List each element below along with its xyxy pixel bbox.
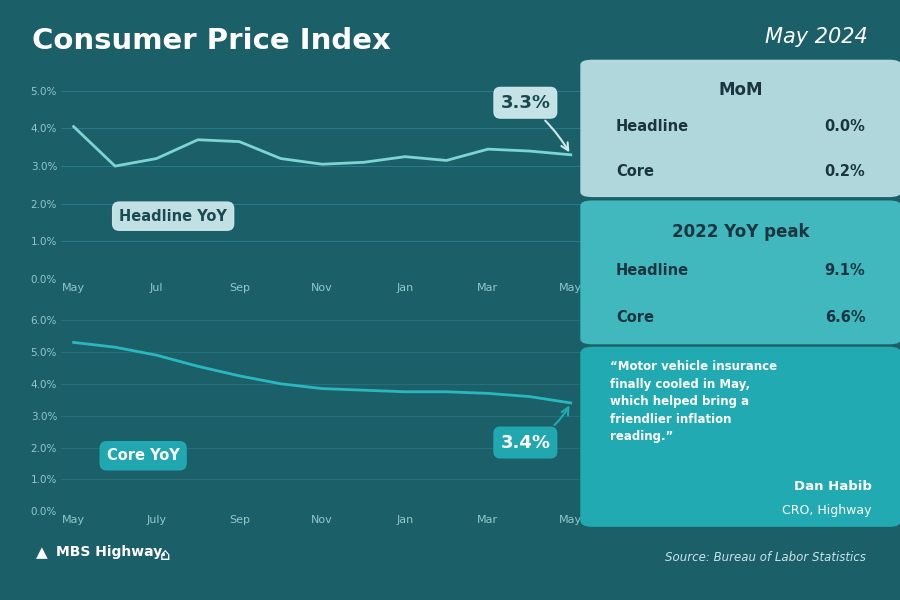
- Text: 9.1%: 9.1%: [824, 263, 866, 278]
- Text: Headline YoY: Headline YoY: [119, 209, 227, 224]
- FancyBboxPatch shape: [580, 200, 900, 344]
- Text: May 2024: May 2024: [765, 27, 868, 47]
- Text: Consumer Price Index: Consumer Price Index: [32, 27, 392, 55]
- Text: 3.4%: 3.4%: [500, 407, 568, 452]
- Text: Core: Core: [616, 310, 654, 325]
- Text: Headline: Headline: [616, 119, 689, 134]
- Text: CRO, Highway: CRO, Highway: [782, 503, 871, 517]
- Text: 2022 YoY peak: 2022 YoY peak: [672, 223, 809, 241]
- Text: Dan Habib: Dan Habib: [794, 480, 871, 493]
- FancyBboxPatch shape: [580, 60, 900, 197]
- Text: Core YoY: Core YoY: [107, 448, 179, 463]
- Text: ▲: ▲: [36, 545, 48, 560]
- Text: MoM: MoM: [718, 82, 763, 100]
- Text: 0.0%: 0.0%: [824, 119, 866, 134]
- Text: 3.3%: 3.3%: [500, 94, 568, 151]
- Text: “Motor vehicle insurance
finally cooled in May,
which helped bring a
friendlier : “Motor vehicle insurance finally cooled …: [610, 360, 777, 443]
- Text: 6.6%: 6.6%: [824, 310, 866, 325]
- Text: 0.2%: 0.2%: [824, 164, 866, 179]
- Text: Core: Core: [616, 164, 654, 179]
- Text: ⌂: ⌂: [160, 546, 171, 564]
- FancyBboxPatch shape: [580, 347, 900, 527]
- Text: Source: Bureau of Labor Statistics: Source: Bureau of Labor Statistics: [665, 551, 866, 564]
- Text: MBS Highway.: MBS Highway.: [56, 545, 166, 559]
- Text: Headline: Headline: [616, 263, 689, 278]
